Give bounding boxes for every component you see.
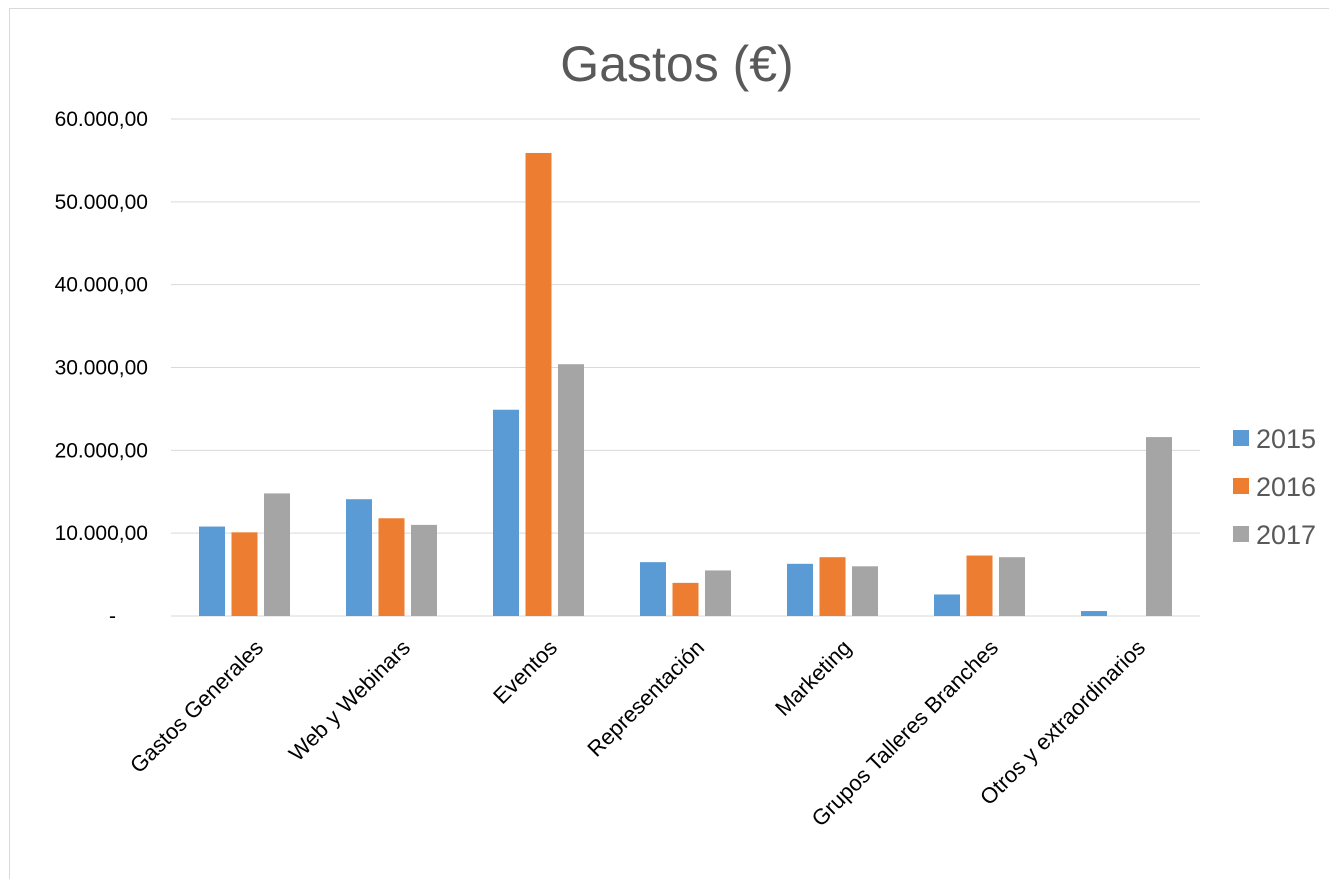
bar-2017-0 [264,493,290,616]
bar-2016-0 [231,532,258,616]
x-tick-label: Otros y extraordinarios [975,635,1150,810]
legend-label-2017: 2017 [1256,520,1316,550]
x-tick-label: Web y Webinars [284,635,415,766]
x-tick-label: Gastos Generales [125,635,268,778]
bar-2015-1 [346,499,372,616]
legend-swatch-2015 [1233,430,1249,446]
bar-2015-2 [493,409,519,616]
bar-2015-0 [199,526,225,616]
bar-2017-6 [1146,437,1172,616]
bar-2016-4 [819,557,846,616]
bar-2015-3 [640,562,666,616]
bar-2017-2 [558,364,584,616]
chart-title: Gastos (€) [560,36,793,92]
y-tick-label: 40.000,00 [55,274,148,297]
bar-2017-1 [411,524,437,616]
legend: 2015 2016 2017 [1233,424,1316,550]
x-tick-label: Representación [582,635,709,762]
y-tick-label: - [109,605,116,628]
bar-2016-1 [378,518,405,616]
bar-2016-2 [525,152,552,616]
x-tick-label: Eventos [488,635,562,709]
y-tick-label: 30.000,00 [55,357,148,380]
bar-2015-4 [787,563,813,616]
x-axis: Gastos Generales Web y Webinars Eventos Rep… [125,635,1150,831]
y-tick-label: 20.000,00 [55,439,148,462]
bar-2015-6 [1081,611,1107,616]
legend-swatch-2016 [1233,478,1249,494]
x-tick-label: Marketing [770,635,856,721]
y-axis: - 10.000,00 20.000,00 30.000,00 40.000,00 50.… [55,108,148,628]
grid-layer [171,118,1200,617]
chart-frame: Gastos (€) - 10.000,00 20.000,00 30.000,00 4… [9,8,1329,879]
bar-2016-3 [672,582,699,616]
bar-2017-4 [852,566,878,616]
y-tick-label: 10.000,00 [55,522,148,545]
bars-layer [199,152,1172,616]
chart-svg: Gastos (€) - 10.000,00 20.000,00 30.000,00 4… [55,36,1317,831]
legend-label-2016: 2016 [1256,472,1316,502]
legend-label-2015: 2015 [1256,424,1316,454]
y-tick-label: 50.000,00 [55,191,148,214]
bar-2017-3 [705,570,731,616]
y-tick-label: 60.000,00 [55,108,148,131]
legend-swatch-2017 [1233,526,1249,542]
bar-2016-5 [966,555,993,616]
bar-2017-5 [999,557,1025,616]
bar-2015-5 [934,594,960,616]
